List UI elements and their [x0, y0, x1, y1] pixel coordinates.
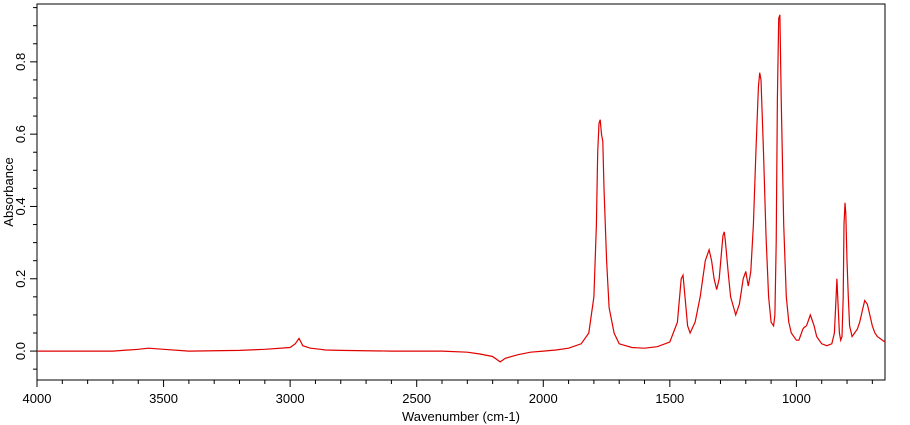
- x-tick-label: 4000: [23, 391, 52, 406]
- x-tick-label: 3000: [276, 391, 305, 406]
- y-axis-title: Absorbance: [1, 157, 16, 226]
- y-tick-label: 0.0: [13, 342, 28, 360]
- x-tick-label: 2000: [529, 391, 558, 406]
- x-tick-label: 1500: [655, 391, 684, 406]
- x-tick-label: 1000: [782, 391, 811, 406]
- series-line: [37, 14, 886, 363]
- y-tick-label: 0.8: [13, 53, 28, 71]
- y-tick-label: 0.4: [13, 197, 28, 215]
- x-axis-ticks: [36, 380, 873, 387]
- y-axis-ticks: [30, 7, 37, 370]
- y-tick-label: 0.6: [13, 125, 28, 143]
- y-axis-tick-labels: 0.0 0.2 0.4 0.6 0.8: [13, 53, 28, 360]
- x-tick-label: 2500: [402, 391, 431, 406]
- x-tick-label: 3500: [149, 391, 178, 406]
- y-tick-label: 0.2: [13, 270, 28, 288]
- x-axis-tick-labels: 4000 3500 3000 2500 2000 1500 1000: [23, 391, 811, 406]
- plot-frame: [36, 3, 886, 381]
- x-axis-title: Wavenumber (cm-1): [402, 409, 520, 424]
